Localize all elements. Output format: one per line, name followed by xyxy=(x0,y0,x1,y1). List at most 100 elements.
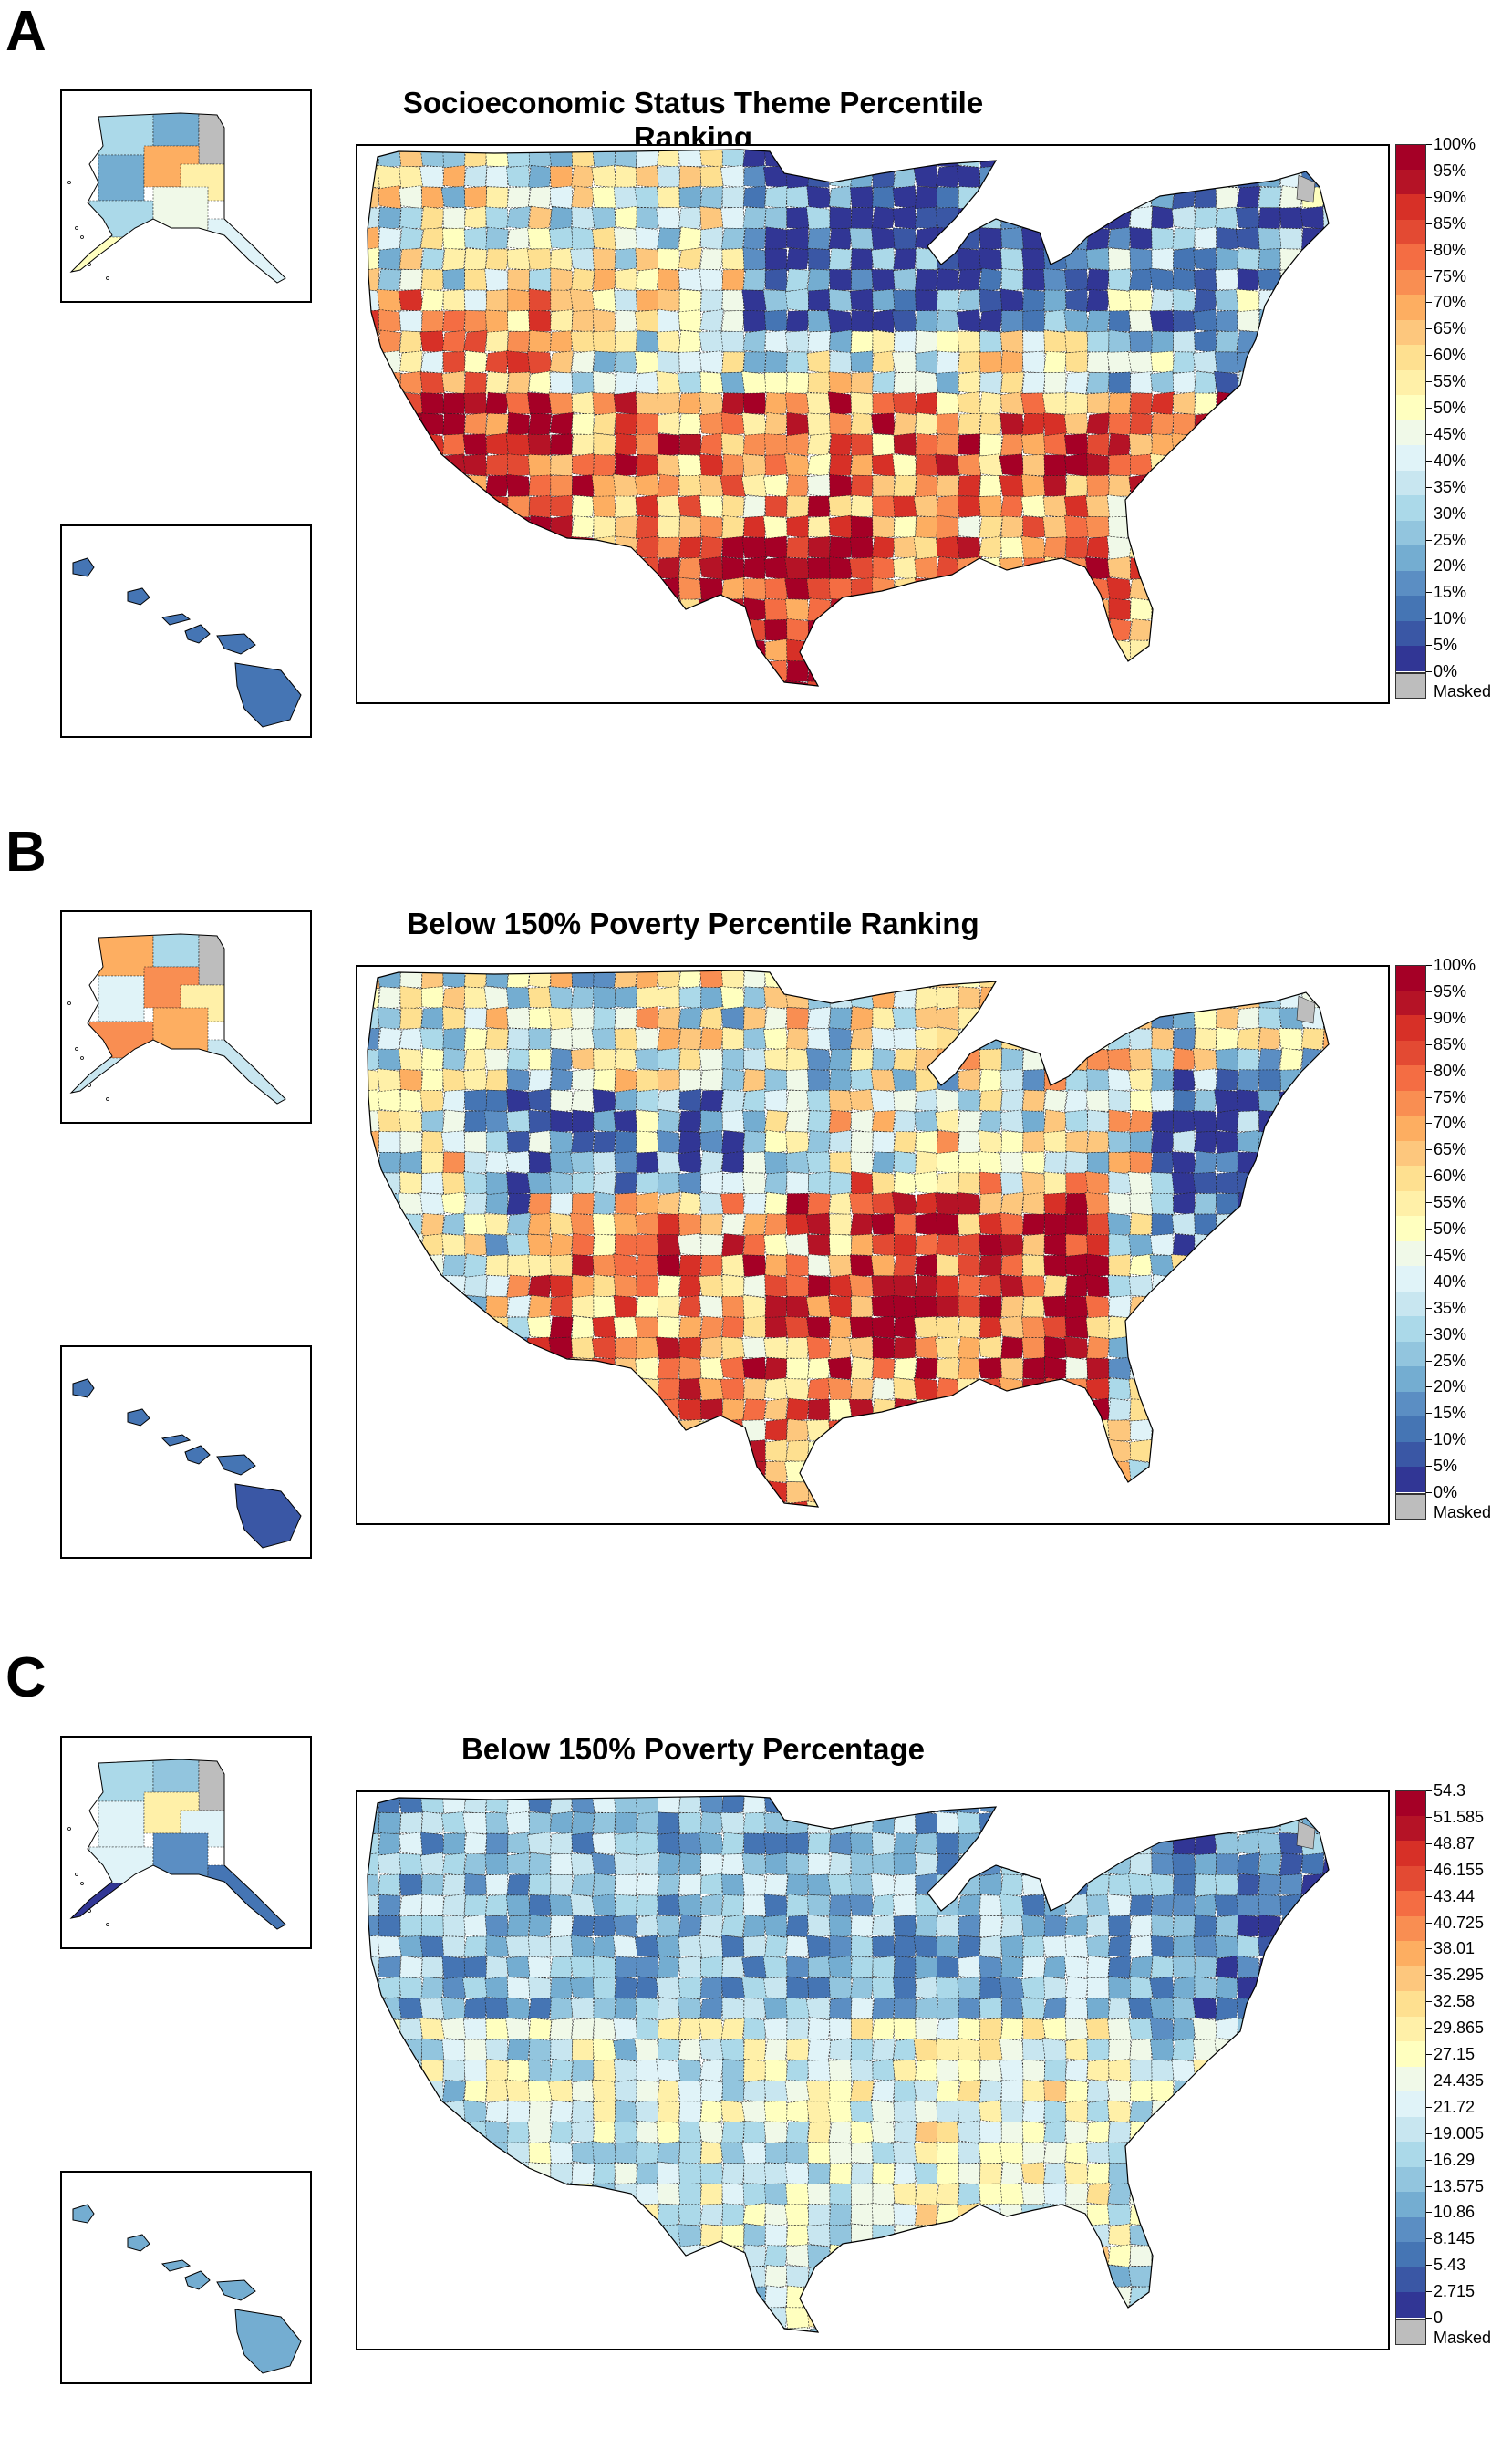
county-region xyxy=(700,226,723,251)
county-region xyxy=(441,1935,466,1958)
county-region xyxy=(1172,1233,1196,1257)
county-region xyxy=(636,1459,658,1484)
colorbar-swatch xyxy=(1395,545,1426,571)
county-region xyxy=(420,412,445,436)
county-region xyxy=(506,1088,531,1114)
county-region xyxy=(614,2163,637,2184)
county-region xyxy=(678,2162,702,2186)
county-region xyxy=(741,2100,768,2123)
county-region xyxy=(700,1233,723,1257)
county-region xyxy=(592,2223,616,2247)
county-region xyxy=(957,391,982,416)
county-region xyxy=(1172,680,1196,686)
county-region xyxy=(1343,2101,1368,2122)
county-region xyxy=(1345,1998,1367,2020)
county-region xyxy=(1279,1852,1304,1877)
county-region xyxy=(807,330,831,353)
county-region xyxy=(915,150,938,169)
hawaii-inset xyxy=(60,524,312,738)
county-region xyxy=(1129,597,1153,623)
county-region xyxy=(872,1977,896,1999)
county-region xyxy=(807,1459,832,1484)
county-region xyxy=(871,1377,896,1402)
county-region xyxy=(1279,1894,1303,1917)
colorbar-tick-label: 35.295 xyxy=(1425,1966,1485,1985)
county-region xyxy=(1194,370,1217,396)
county-region xyxy=(420,350,445,374)
county-region xyxy=(1171,1295,1196,1318)
county-region xyxy=(1366,1956,1388,1979)
county-region xyxy=(485,639,509,662)
county-region xyxy=(785,1894,810,1918)
county-region xyxy=(399,2162,423,2185)
county-region xyxy=(1322,1956,1329,1980)
county-region xyxy=(1108,1976,1132,2001)
county-region xyxy=(485,2080,509,2102)
colorbar-swatch xyxy=(1395,395,1426,420)
county-region xyxy=(937,2121,959,2143)
county-region xyxy=(829,1151,852,1174)
county-region xyxy=(1129,2060,1153,2081)
county-region xyxy=(506,1048,531,1072)
county-region xyxy=(741,1873,767,1897)
county-region xyxy=(507,2327,530,2332)
county-region xyxy=(1150,535,1175,560)
county-region xyxy=(720,1811,746,1834)
county-region xyxy=(1041,1315,1068,1339)
county-region xyxy=(549,1212,574,1238)
county-region xyxy=(741,659,768,684)
county-region xyxy=(1216,680,1238,686)
colorbar-tick-label: 60% xyxy=(1425,346,1467,365)
county-region xyxy=(463,576,488,602)
county-region xyxy=(657,1191,681,1216)
county-region xyxy=(570,1007,595,1030)
county-region xyxy=(506,2305,531,2330)
county-region xyxy=(850,1956,874,1978)
county-region xyxy=(419,1935,446,1958)
county-region xyxy=(1236,453,1260,478)
county-region xyxy=(936,535,960,560)
county-region xyxy=(1108,1356,1131,1381)
county-region xyxy=(1216,150,1238,168)
county-region xyxy=(828,228,853,250)
county-region xyxy=(1043,309,1067,333)
county-region xyxy=(441,1874,467,1896)
alaska-region xyxy=(152,934,200,968)
county-region xyxy=(1107,1479,1132,1505)
county-region xyxy=(614,351,638,374)
county-region xyxy=(829,535,853,560)
county-region xyxy=(1000,248,1024,271)
county-region xyxy=(368,351,380,373)
county-region xyxy=(1258,1069,1281,1091)
county-region xyxy=(956,1811,982,1836)
county-region xyxy=(1300,309,1326,334)
alaska-region xyxy=(152,1759,200,1793)
county-region xyxy=(1064,165,1089,188)
county-region xyxy=(1279,1336,1304,1360)
county-region xyxy=(398,495,424,518)
county-region xyxy=(678,1894,702,1917)
county-region xyxy=(1237,618,1260,642)
county-region xyxy=(378,2244,402,2268)
county-region xyxy=(1021,150,1046,168)
county-region xyxy=(1321,638,1329,662)
county-region xyxy=(828,1915,853,1938)
county-region xyxy=(829,2018,852,2041)
county-region xyxy=(592,1315,616,1339)
county-region xyxy=(871,1295,896,1319)
county-region xyxy=(1214,1894,1240,1917)
county-region xyxy=(979,1026,1003,1052)
county-region xyxy=(485,350,510,374)
county-region xyxy=(658,2245,680,2267)
county-region xyxy=(1344,987,1367,1008)
county-region xyxy=(1300,474,1325,497)
county-region xyxy=(613,473,638,499)
county-region xyxy=(399,577,423,600)
county-region xyxy=(872,1935,896,1958)
county-region xyxy=(999,1357,1024,1380)
county-region xyxy=(870,1254,896,1277)
county-region xyxy=(1344,2204,1367,2226)
county-region xyxy=(915,1459,938,1483)
county-region xyxy=(1215,1811,1238,1835)
county-region xyxy=(1365,2308,1388,2329)
